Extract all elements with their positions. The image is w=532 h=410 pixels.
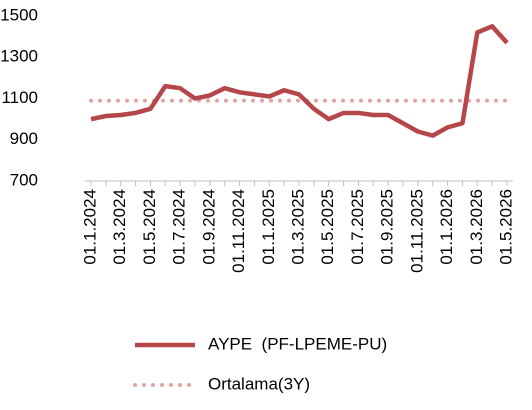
- x-tick-label: 01.3.2025: [288, 189, 307, 265]
- x-tick-label: 01.9.2025: [378, 189, 397, 265]
- x-tick-label: 01.3.2026: [467, 189, 486, 265]
- legend-label: Ortalama(3Y): [208, 374, 310, 393]
- x-tick-label: 01.7.2025: [348, 189, 367, 265]
- x-tick-label: 01.5.2026: [496, 189, 515, 265]
- y-tick-label: 1300: [0, 47, 38, 66]
- series-line: [90, 24, 509, 138]
- x-tick-label: 01.11.2025: [407, 189, 426, 273]
- y-tick-label: 700: [10, 170, 38, 189]
- x-tick-label: 01.1.2024: [80, 189, 99, 265]
- x-tick-label: 01.9.2024: [199, 189, 218, 265]
- x-tick-label: 01.5.2024: [140, 189, 159, 265]
- y-tick-label: 1100: [1, 88, 38, 107]
- y-tick-label: 1500: [0, 5, 38, 24]
- y-tick-label: 900: [10, 129, 38, 148]
- x-tick-label: 01.11.2024: [229, 189, 248, 273]
- x-tick-label: 01.1.2025: [259, 189, 278, 265]
- x-tick-label: 01.1.2026: [437, 189, 456, 265]
- x-tick-label: 01.3.2024: [110, 189, 129, 265]
- x-tick-label: 01.5.2025: [318, 189, 337, 265]
- x-tick-label: 01.7.2024: [170, 189, 189, 265]
- legend-label: AYPE (PF-LPEME-PU): [208, 334, 387, 353]
